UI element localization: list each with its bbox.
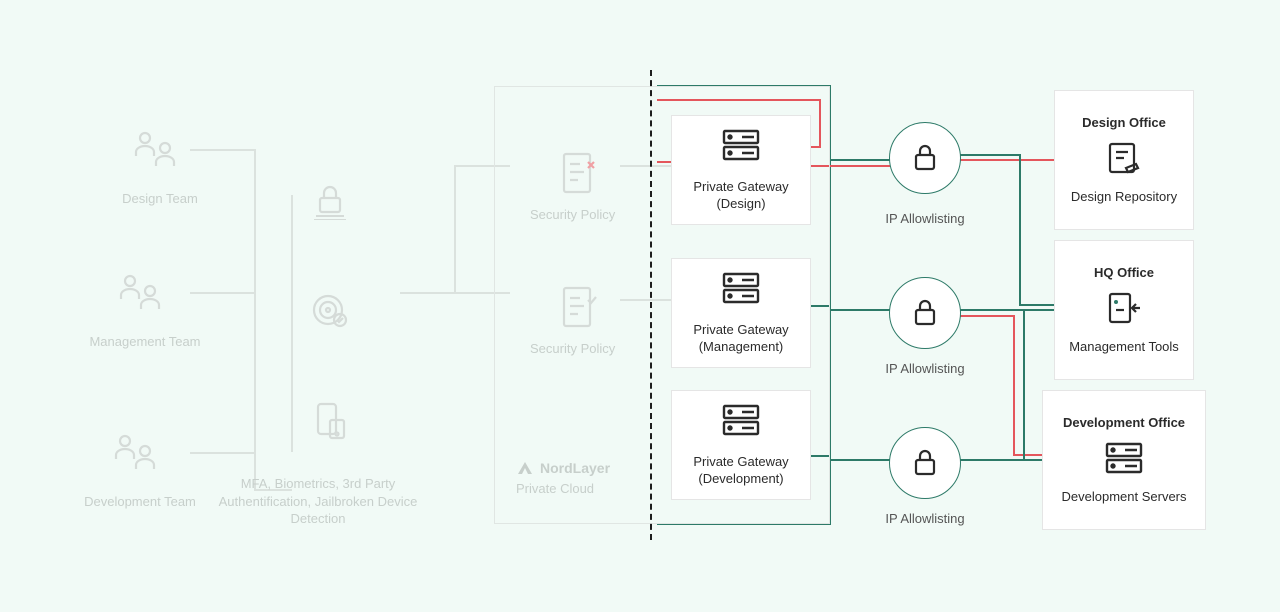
office-box: Development Office Development Servers [1042,390,1206,530]
security-policy-icon [560,284,602,337]
ip-allowlisting-label: IP Allowlisting [875,360,975,378]
ip-allowlisting-node [889,122,961,194]
office-sub: Development Servers [1062,488,1187,506]
gateway-label: Private Gateway(Management) [693,321,788,356]
office-box: HQ Office Management Tools [1054,240,1194,380]
connector-line [960,155,1054,305]
office-sub: Design Repository [1071,188,1177,206]
gateway-icon [720,127,762,168]
ip-allowlisting-label: IP Allowlisting [875,210,975,228]
gateway-label: Private Gateway(Development) [693,453,788,488]
biometric-icon [310,290,350,335]
office-icon [1106,290,1142,331]
office-box: Design Office Design Repository [1054,90,1194,230]
security-policy-label: Security Policy [530,340,615,358]
brand-main: NordLayer [540,460,610,476]
gateway-icon [720,402,762,443]
ip-allowlisting-label: IP Allowlisting [875,510,975,528]
gateway-label: Private Gateway(Design) [693,178,788,213]
gateway-icon [720,270,762,311]
security-policy-label: Security Policy [530,206,615,224]
auth-caption: MFA, Biometrics, 3rd Party Authentificat… [218,475,418,528]
team-label: Design Team [95,190,225,208]
ip-allowlisting-node [889,277,961,349]
office-title: HQ Office [1094,264,1154,282]
team-icon [110,433,160,478]
private-gateway-box: Private Gateway(Management) [671,258,811,368]
team-label: Development Team [75,493,205,511]
team-icon [115,273,165,318]
diagram-canvas: Design Team Management Team Development … [0,0,1280,612]
brand-logo: NordLayer [516,460,610,476]
vertical-divider [650,70,652,540]
office-icon [1103,440,1145,481]
security-policy-icon [560,150,602,203]
office-sub: Management Tools [1069,338,1179,356]
office-title: Design Office [1082,114,1166,132]
ip-allowlisting-node [889,427,961,499]
device-icon [310,400,350,445]
private-gateway-box: Private Gateway(Design) [671,115,811,225]
office-title: Development Office [1063,414,1185,432]
team-icon [130,130,180,175]
brand-sub: Private Cloud [516,480,594,498]
office-icon [1106,140,1142,181]
lock-layers-icon [310,180,350,225]
private-gateway-box: Private Gateway(Development) [671,390,811,500]
connector-line [960,316,1054,455]
team-label: Management Team [80,333,210,351]
